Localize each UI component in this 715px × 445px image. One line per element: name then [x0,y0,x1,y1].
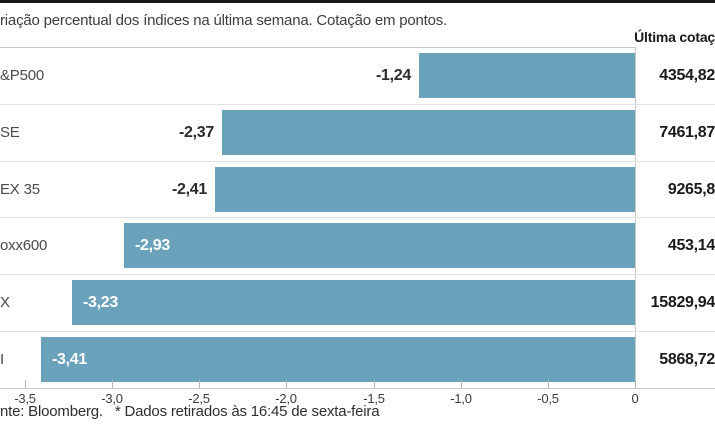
quote-value: 7461,87 [659,124,715,141]
x-axis-tick-label: -3,5 [14,391,36,406]
quote-value: 15829,94 [650,294,715,311]
x-axis-tick-label: -2,0 [275,391,297,406]
row-separator [0,161,715,162]
footnote-text: * Dados retirados às 16:45 de sexta-feir… [114,403,380,420]
bar [215,167,635,212]
index-label: oxx600 [0,237,48,254]
row-separator [0,331,715,332]
value-label: -2,93 [135,237,170,254]
last-quote-column-header: Última cotaç [634,29,715,45]
quote-value: 5868,72 [659,351,715,368]
index-label: X [0,294,10,311]
source-text: nte: Bloomberg. [0,403,103,420]
x-axis-tick-label: -2,5 [188,391,210,406]
bar [222,110,635,155]
bar [419,53,635,98]
index-label: I [0,351,4,368]
value-label: -3,23 [83,294,118,311]
value-label: -3,41 [52,351,87,368]
x-axis-tick-label: -1,0 [450,391,472,406]
x-axis-tick-label: 0 [631,391,639,406]
quote-value: 4354,82 [659,67,715,84]
x-axis-tick-mark [112,380,113,388]
bar [72,280,635,325]
source-note: nte: Bloomberg. * Dados retirados às 16:4… [0,403,380,420]
index-label: &P500 [0,67,45,84]
x-axis-tick-mark [635,380,636,388]
x-axis-tick-mark [286,380,287,388]
quote-value: 453,14 [667,237,715,254]
x-axis-tick-mark [25,380,26,388]
x-axis-tick-label: -1,5 [363,391,385,406]
top-rule [0,0,715,3]
bar [124,223,635,268]
row-separator [0,217,715,218]
x-axis-tick-mark [461,380,462,388]
quote-value: 9265,8 [667,181,715,198]
x-axis-tick-mark [548,380,549,388]
chart-title: riação percentual dos índices na última … [0,12,448,29]
row-separator [0,274,715,275]
value-label: -1,24 [376,67,411,84]
x-axis-tick-label: -3,0 [101,391,123,406]
index-label: EX 35 [0,181,40,198]
x-axis-tick-mark [199,380,200,388]
x-axis-line [0,388,715,389]
index-label: SE [0,124,20,141]
value-label: -2,41 [172,181,207,198]
bar [41,337,635,382]
row-separator [0,104,715,105]
x-axis-tick-mark [374,380,375,388]
plot-top-border [0,47,636,48]
x-axis-tick-label: -0,5 [537,391,559,406]
value-label: -2,37 [179,124,214,141]
